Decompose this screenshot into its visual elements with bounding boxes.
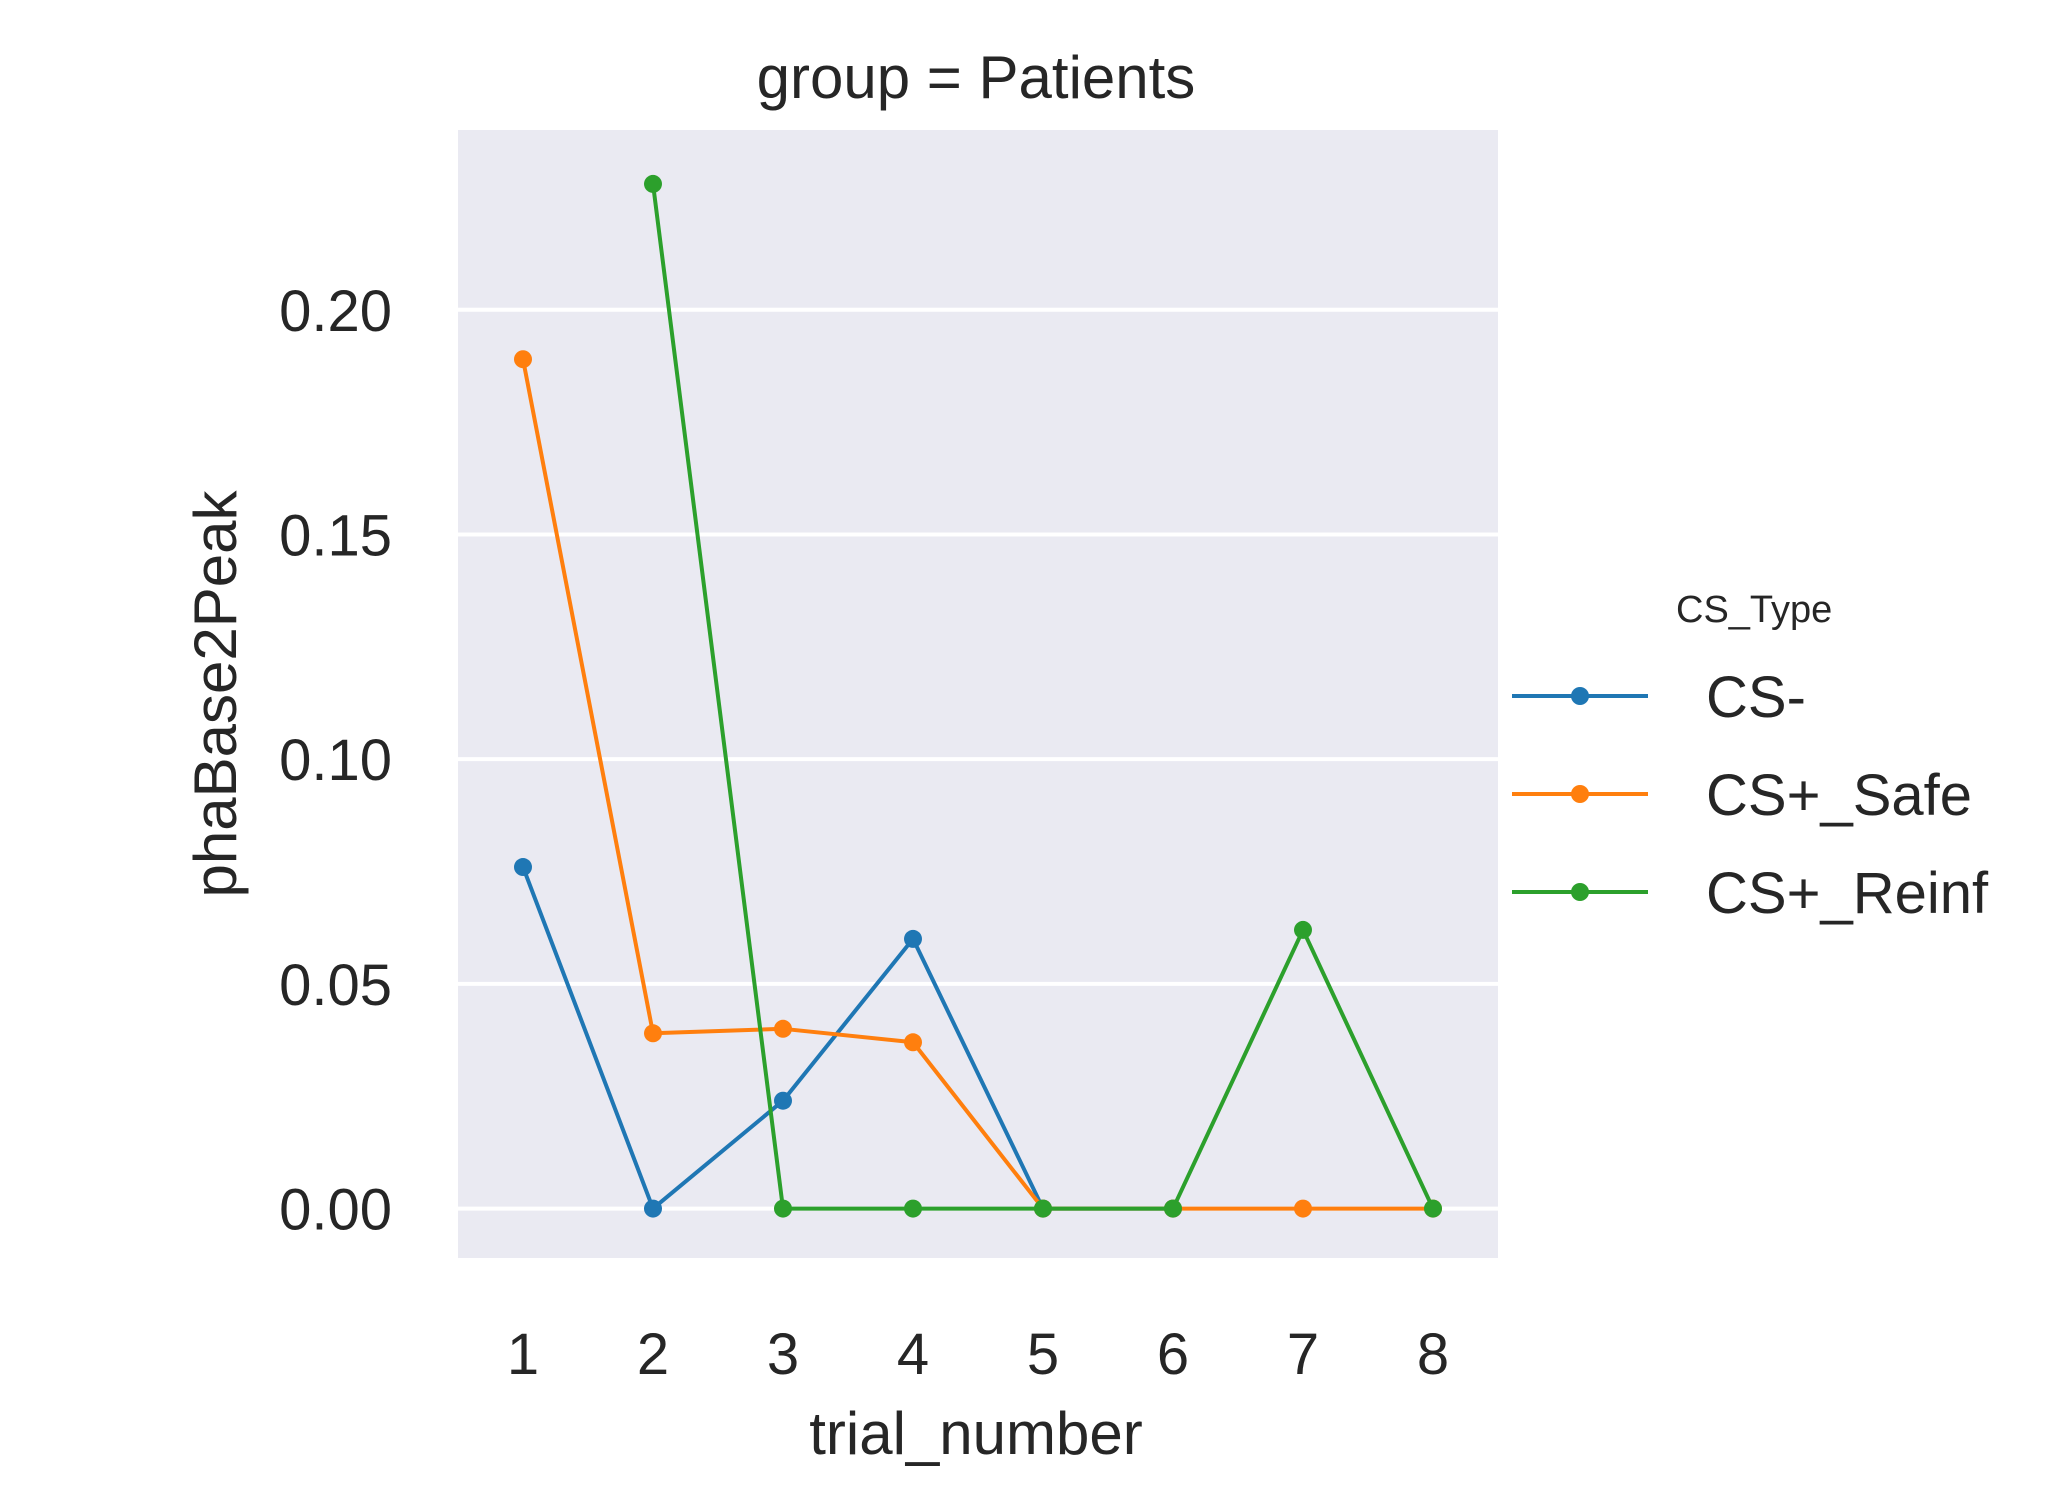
data-point (1034, 1199, 1052, 1218)
y-tick-labels: 0.00 0.05 0.10 0.15 0.20 (279, 279, 392, 1243)
data-point (774, 1019, 792, 1038)
data-point (644, 1024, 662, 1043)
legend-marker (1571, 687, 1589, 705)
y-tick-label: 0.05 (279, 953, 392, 1018)
legend-item: CS- (1512, 665, 1806, 730)
legend: CS_Type CS- CS+_Safe CS+_Reinf (1512, 589, 1989, 926)
legend-title: CS_Type (1676, 589, 1832, 631)
series-CS+_Reinf (644, 174, 1442, 1218)
x-tick-label: 4 (897, 1322, 929, 1387)
y-tick-label: 0.15 (279, 503, 392, 568)
y-axis-label: phaBase2Peak (182, 490, 249, 898)
x-tick-label: 8 (1417, 1322, 1449, 1387)
series-line (521, 358, 1433, 1211)
data-point (1294, 920, 1312, 939)
data-point (644, 1199, 662, 1218)
x-tick-label: 2 (637, 1322, 669, 1387)
x-tick-label: 3 (767, 1322, 799, 1387)
data-point (514, 858, 532, 877)
legend-marker (1571, 883, 1589, 901)
legend-label: CS- (1706, 665, 1806, 730)
legend-marker (1571, 785, 1589, 803)
legend-item: CS+_Safe (1512, 763, 1972, 828)
y-tick-label: 0.00 (279, 1178, 392, 1243)
data-point (1424, 1199, 1442, 1218)
x-tick-labels: 1 2 3 4 5 6 7 8 (507, 1322, 1449, 1387)
data-point (774, 1199, 792, 1218)
data-point (774, 1091, 792, 1110)
x-tick-label: 6 (1157, 1322, 1189, 1387)
x-tick-label: 5 (1027, 1322, 1059, 1387)
y-tick-label: 0.20 (279, 279, 392, 344)
legend-label: CS+_Safe (1706, 763, 1972, 828)
data-point (1294, 1199, 1312, 1218)
data-point (514, 350, 532, 369)
legend-label: CS+_Reinf (1706, 861, 1989, 926)
y-tick-label: 0.10 (279, 728, 392, 793)
data-series (514, 174, 1442, 1218)
data-point (904, 1033, 922, 1052)
x-tick-label: 7 (1287, 1322, 1319, 1387)
data-point (1164, 1199, 1182, 1218)
chart-title: group = Patients (757, 44, 1196, 111)
plot-area (458, 130, 1498, 1258)
data-point (644, 174, 662, 193)
data-point (904, 1199, 922, 1218)
data-point (904, 929, 922, 948)
x-tick-label: 1 (507, 1322, 539, 1387)
legend-item: CS+_Reinf (1512, 861, 1989, 926)
x-axis-label: trial_number (809, 1400, 1143, 1467)
